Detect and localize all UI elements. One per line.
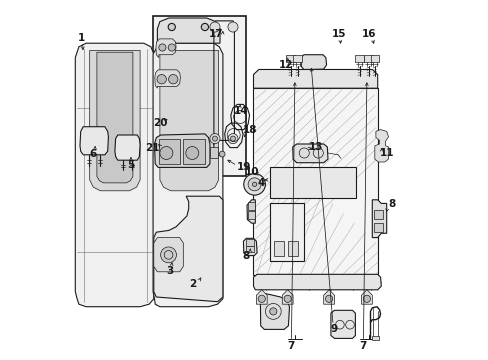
Polygon shape	[323, 290, 334, 304]
Circle shape	[159, 44, 166, 51]
Circle shape	[313, 148, 323, 158]
Text: 4: 4	[257, 178, 264, 188]
Circle shape	[168, 75, 178, 84]
Polygon shape	[282, 290, 292, 304]
Circle shape	[212, 136, 217, 141]
Text: 21: 21	[145, 143, 160, 153]
Circle shape	[219, 151, 224, 157]
Circle shape	[244, 174, 265, 195]
Polygon shape	[301, 55, 326, 69]
Bar	[269, 203, 303, 261]
Text: 6: 6	[89, 149, 97, 159]
Polygon shape	[154, 134, 209, 167]
Polygon shape	[89, 50, 140, 191]
Text: 18: 18	[242, 125, 257, 135]
Bar	[285, 55, 294, 62]
Text: 10: 10	[244, 167, 259, 177]
Bar	[370, 55, 378, 62]
Text: 8: 8	[242, 251, 249, 261]
Bar	[364, 55, 372, 62]
Text: 17: 17	[208, 29, 223, 39]
Circle shape	[209, 22, 220, 32]
Circle shape	[168, 44, 175, 51]
Bar	[293, 55, 302, 62]
Polygon shape	[153, 196, 223, 302]
Polygon shape	[155, 70, 180, 88]
Bar	[373, 223, 382, 232]
Polygon shape	[253, 274, 381, 290]
Circle shape	[168, 23, 175, 31]
Bar	[273, 241, 284, 256]
Bar	[355, 55, 363, 62]
Circle shape	[247, 178, 261, 191]
Text: 7: 7	[287, 341, 294, 351]
Bar	[253, 88, 377, 275]
Text: 3: 3	[165, 266, 173, 276]
Circle shape	[265, 303, 281, 319]
Text: 16: 16	[361, 29, 375, 39]
Circle shape	[209, 134, 220, 144]
Polygon shape	[97, 52, 133, 183]
Text: 7: 7	[359, 341, 366, 351]
Bar	[209, 147, 218, 158]
Polygon shape	[292, 144, 327, 163]
Bar	[159, 139, 180, 164]
Polygon shape	[153, 43, 223, 307]
Text: 14: 14	[233, 106, 248, 116]
Polygon shape	[246, 200, 255, 223]
Circle shape	[157, 75, 166, 84]
Polygon shape	[374, 130, 387, 162]
Bar	[371, 336, 378, 340]
Circle shape	[160, 247, 176, 263]
Polygon shape	[115, 135, 140, 160]
Circle shape	[227, 22, 238, 32]
Polygon shape	[330, 310, 355, 338]
Circle shape	[363, 295, 370, 302]
Text: 11: 11	[379, 148, 394, 158]
Polygon shape	[253, 69, 377, 88]
Text: 20: 20	[152, 118, 167, 128]
Bar	[269, 167, 355, 198]
Circle shape	[299, 148, 309, 158]
Polygon shape	[157, 18, 220, 43]
Polygon shape	[75, 43, 153, 307]
Bar	[246, 239, 254, 246]
Polygon shape	[243, 238, 257, 256]
Text: 9: 9	[329, 324, 337, 334]
Circle shape	[201, 23, 208, 31]
Circle shape	[160, 147, 172, 159]
Bar	[247, 202, 254, 210]
Circle shape	[325, 295, 332, 302]
Text: 19: 19	[237, 162, 251, 172]
Circle shape	[269, 308, 276, 315]
Text: 1: 1	[78, 33, 85, 43]
Text: 2: 2	[188, 279, 196, 289]
Circle shape	[230, 136, 235, 141]
Circle shape	[227, 134, 238, 144]
Text: 13: 13	[308, 142, 323, 152]
Text: 15: 15	[331, 29, 346, 39]
Polygon shape	[80, 127, 108, 155]
Bar	[183, 139, 204, 164]
Text: 5: 5	[126, 160, 134, 170]
Circle shape	[185, 147, 199, 159]
Polygon shape	[260, 293, 289, 329]
Bar	[373, 210, 382, 219]
Circle shape	[284, 295, 291, 302]
Bar	[287, 241, 297, 256]
Polygon shape	[256, 290, 266, 304]
Polygon shape	[156, 39, 176, 58]
Text: 8: 8	[387, 199, 395, 210]
Text: 12: 12	[278, 60, 292, 70]
Bar	[246, 246, 254, 252]
Bar	[247, 211, 254, 219]
Polygon shape	[371, 200, 386, 238]
Bar	[152, 16, 246, 176]
Polygon shape	[153, 238, 183, 272]
Polygon shape	[160, 50, 218, 191]
Circle shape	[258, 295, 265, 302]
Polygon shape	[361, 290, 371, 304]
Circle shape	[252, 182, 256, 186]
